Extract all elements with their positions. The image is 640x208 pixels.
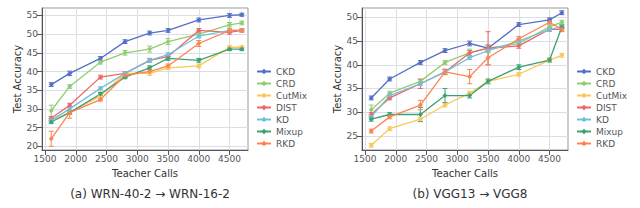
svg-text:CKD: CKD xyxy=(596,67,615,77)
svg-text:4500: 4500 xyxy=(538,154,561,164)
svg-text:55: 55 xyxy=(27,10,38,20)
svg-text:35: 35 xyxy=(27,85,38,95)
svg-text:40: 40 xyxy=(347,60,359,70)
svg-text:2000: 2000 xyxy=(64,154,87,164)
svg-text:Mixup: Mixup xyxy=(596,127,623,137)
svg-text:25: 25 xyxy=(347,131,358,141)
svg-text:3500: 3500 xyxy=(157,154,180,164)
svg-text:20: 20 xyxy=(27,141,39,151)
svg-text:25: 25 xyxy=(27,123,38,133)
svg-text:4500: 4500 xyxy=(218,154,241,164)
svg-text:Teacher Calls: Teacher Calls xyxy=(111,168,178,179)
svg-text:Mixup: Mixup xyxy=(276,127,303,137)
svg-text:Test Accuracy: Test Accuracy xyxy=(332,45,343,115)
svg-text:RKD: RKD xyxy=(276,139,295,149)
svg-text:CRD: CRD xyxy=(596,79,616,89)
svg-text:(a) WRN-40-2 → WRN-16-2: (a) WRN-40-2 → WRN-16-2 xyxy=(70,187,230,201)
svg-text:35: 35 xyxy=(347,83,358,93)
svg-text:50: 50 xyxy=(347,12,359,22)
svg-text:45: 45 xyxy=(347,36,358,46)
svg-text:(b) VGG13 → VGG8: (b) VGG13 → VGG8 xyxy=(413,187,528,201)
svg-text:Test Accuracy: Test Accuracy xyxy=(12,45,23,115)
svg-text:3000: 3000 xyxy=(446,154,469,164)
svg-text:40: 40 xyxy=(27,67,39,77)
svg-text:1500: 1500 xyxy=(354,154,377,164)
svg-text:1500: 1500 xyxy=(34,154,57,164)
svg-text:2500: 2500 xyxy=(95,154,118,164)
svg-text:CutMix: CutMix xyxy=(596,91,628,101)
svg-text:Teacher Calls: Teacher Calls xyxy=(431,168,498,179)
svg-text:45: 45 xyxy=(27,48,38,58)
svg-text:2000: 2000 xyxy=(384,154,407,164)
svg-text:RKD: RKD xyxy=(596,139,615,149)
svg-text:3500: 3500 xyxy=(477,154,500,164)
svg-text:CutMix: CutMix xyxy=(276,91,308,101)
svg-text:30: 30 xyxy=(27,104,39,114)
svg-text:4000: 4000 xyxy=(507,154,530,164)
svg-text:KD: KD xyxy=(276,115,289,125)
svg-text:DIST: DIST xyxy=(276,103,297,113)
svg-text:50: 50 xyxy=(27,29,39,39)
svg-text:30: 30 xyxy=(347,107,359,117)
svg-text:2500: 2500 xyxy=(415,154,438,164)
svg-text:DIST: DIST xyxy=(596,103,617,113)
svg-text:KD: KD xyxy=(596,115,609,125)
svg-text:4000: 4000 xyxy=(187,154,210,164)
svg-text:3000: 3000 xyxy=(126,154,149,164)
svg-text:CKD: CKD xyxy=(276,67,295,77)
svg-text:CRD: CRD xyxy=(276,79,296,89)
